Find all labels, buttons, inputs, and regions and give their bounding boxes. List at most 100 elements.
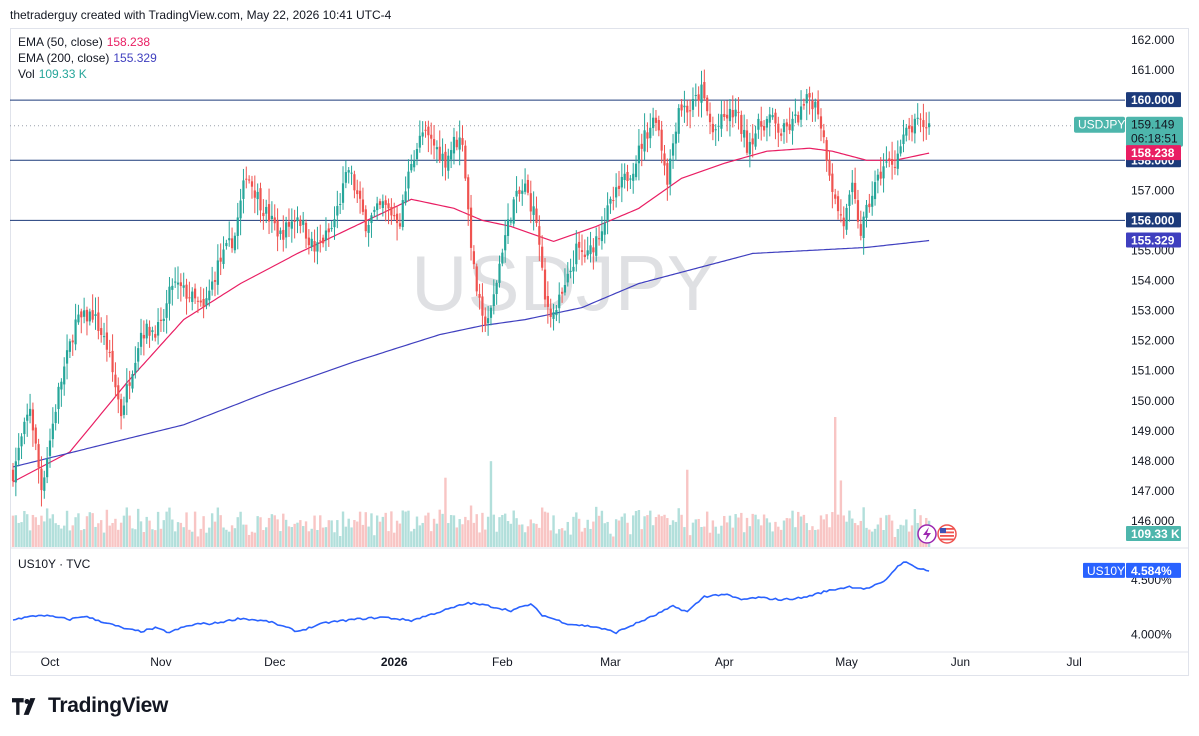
candle-body xyxy=(390,206,393,216)
time-axis-tick: Oct xyxy=(41,655,60,669)
candle-body xyxy=(760,121,763,127)
volume-bar xyxy=(646,515,649,547)
candle-body xyxy=(387,203,390,209)
time-axis-tick: Dec xyxy=(264,655,285,669)
candle-body xyxy=(148,326,151,336)
legend-ema200[interactable]: EMA (200, close) 155.329 xyxy=(18,50,157,66)
volume-bar xyxy=(583,527,587,547)
candle-body xyxy=(273,217,276,224)
volume-bar xyxy=(589,528,592,547)
candle-body xyxy=(677,108,680,134)
candle-body xyxy=(558,294,561,309)
chart-caption: thetraderguy created with TradingView.co… xyxy=(10,8,392,22)
volume-bar xyxy=(467,520,470,547)
volume-bar xyxy=(247,534,251,547)
legend-volume[interactable]: Vol 109.33 K xyxy=(18,66,157,82)
candle-body xyxy=(691,98,695,110)
volume-bar xyxy=(549,530,552,547)
volume-bar xyxy=(785,518,789,547)
volume-bar xyxy=(253,532,257,547)
volume-bar xyxy=(825,514,828,547)
volume-bar xyxy=(856,525,860,547)
candle-body xyxy=(20,436,23,447)
candle-body xyxy=(211,281,214,290)
candle-body xyxy=(330,228,333,230)
volume-bar xyxy=(757,519,760,547)
volume-bar xyxy=(748,526,752,547)
volume-bar xyxy=(697,518,700,547)
volume-bar xyxy=(148,520,151,547)
candle-body xyxy=(828,160,831,176)
candle-body xyxy=(725,114,729,119)
us-flag-stripe xyxy=(940,531,954,534)
candle-body xyxy=(680,104,683,111)
volume-bar xyxy=(506,521,510,547)
candle-body xyxy=(393,215,396,217)
candle-body xyxy=(54,411,57,424)
volume-bar xyxy=(284,519,288,547)
volume-bar xyxy=(890,520,894,547)
legend-ema50-label: EMA (50, close) xyxy=(18,35,103,49)
candle-body xyxy=(922,120,925,128)
volume-bar xyxy=(452,515,456,547)
candle-body xyxy=(245,178,248,180)
candle-body xyxy=(615,187,618,198)
volume-bar xyxy=(668,524,672,547)
candle-body xyxy=(757,118,760,130)
volume-bar xyxy=(404,511,407,547)
candle-body xyxy=(489,307,493,318)
candle-body xyxy=(378,201,382,205)
candle-body xyxy=(768,114,771,123)
candle-body xyxy=(885,161,888,163)
volume-bar xyxy=(503,513,507,547)
volume-bar xyxy=(228,531,231,547)
volume-bar xyxy=(185,512,188,547)
candle-body xyxy=(634,163,638,178)
candle-body xyxy=(165,303,168,318)
legend-ema50[interactable]: EMA (50, close) 158.238 xyxy=(18,34,157,50)
candle-body xyxy=(831,173,834,192)
volume-bar xyxy=(734,514,737,547)
volume-bar xyxy=(393,532,396,547)
candle-body xyxy=(652,117,655,129)
price-axis-tick: 151.000 xyxy=(1131,364,1175,378)
volume-bar xyxy=(811,526,814,547)
volume-bar xyxy=(777,526,780,547)
candle-body xyxy=(620,176,623,188)
volume-bar xyxy=(119,522,123,547)
volume-bar xyxy=(154,530,157,547)
volume-bar xyxy=(822,519,826,547)
candle-body xyxy=(57,386,60,410)
tradingview-footer[interactable]: TradingView xyxy=(12,694,168,718)
candle-body xyxy=(319,240,322,242)
us10y-value-tag-bg xyxy=(1126,562,1181,578)
candle-body xyxy=(723,113,726,117)
us10y-line xyxy=(12,561,930,635)
volume-bar xyxy=(356,521,359,547)
volume-bar xyxy=(438,509,441,547)
us10y-legend[interactable]: US10Y · TVC xyxy=(18,556,90,572)
volume-bar xyxy=(375,515,379,547)
candle-body xyxy=(782,123,786,133)
candle-body xyxy=(902,134,905,145)
volume-bar xyxy=(703,526,706,547)
volume-bar xyxy=(347,518,350,547)
candle-body xyxy=(788,124,791,131)
volume-bar xyxy=(566,521,569,547)
candle-body xyxy=(290,221,293,229)
candle-body xyxy=(578,241,581,248)
candle-body xyxy=(589,245,592,255)
volume-bar xyxy=(344,526,348,547)
volume-bar xyxy=(893,536,897,547)
volume-bar xyxy=(432,518,436,547)
volume-bar xyxy=(301,526,305,547)
volume-bar xyxy=(853,523,857,547)
candle-body xyxy=(794,114,797,116)
candle-body xyxy=(356,190,359,195)
candle-body xyxy=(663,153,666,166)
candle-body xyxy=(478,293,481,298)
volume-bar xyxy=(424,515,427,547)
volume-bar xyxy=(430,531,433,547)
volume-bar xyxy=(774,521,777,547)
